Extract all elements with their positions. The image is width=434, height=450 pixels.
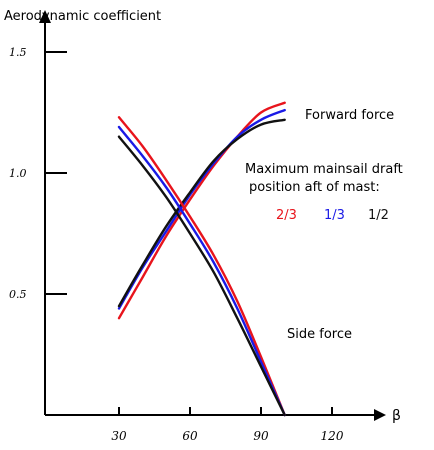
y-tick-label: 1.5 — [9, 46, 27, 59]
side-force-series-1-2-line — [117, 135, 286, 417]
x-axis-arrow-icon — [374, 409, 386, 421]
ticks: 30 60 90 120 0.5 1.0 1.5 — [9, 46, 344, 443]
side-force-series-2-3-line — [117, 116, 286, 417]
forward-force-series-1-3-line — [117, 108, 286, 310]
x-tick-label: 120 — [321, 429, 344, 443]
side-force-series-1-3-line — [117, 125, 286, 417]
y-tick-label: 0.5 — [9, 288, 27, 301]
x-tick-label: 60 — [182, 429, 198, 443]
y-axis-arrow-icon — [39, 10, 51, 23]
legend-item-1-2: 1/2 — [368, 208, 389, 223]
y-tick-label: 1.0 — [9, 167, 27, 180]
legend-title-line-2: position aft of mast: — [249, 180, 380, 195]
forward-force-label: Forward force — [305, 108, 394, 123]
forward-force-series-2-3-line — [117, 101, 286, 320]
x-tick-label: 30 — [111, 429, 127, 443]
legend: 2/3 1/3 1/2 — [276, 208, 389, 223]
legend-title-line-1: Maximum mainsail draft — [245, 162, 403, 177]
x-tick-label: 90 — [253, 429, 269, 443]
x-axis-title: β — [392, 408, 401, 424]
legend-item-2-3: 2/3 — [276, 208, 297, 223]
side-force-label: Side force — [287, 327, 352, 342]
series-lines — [117, 101, 286, 417]
legend-item-1-3: 1/3 — [324, 208, 345, 223]
axes — [39, 10, 386, 421]
y-axis-title: Aerodynamic coefficient — [4, 9, 161, 24]
forward-force-series-1-2-line — [117, 118, 286, 308]
